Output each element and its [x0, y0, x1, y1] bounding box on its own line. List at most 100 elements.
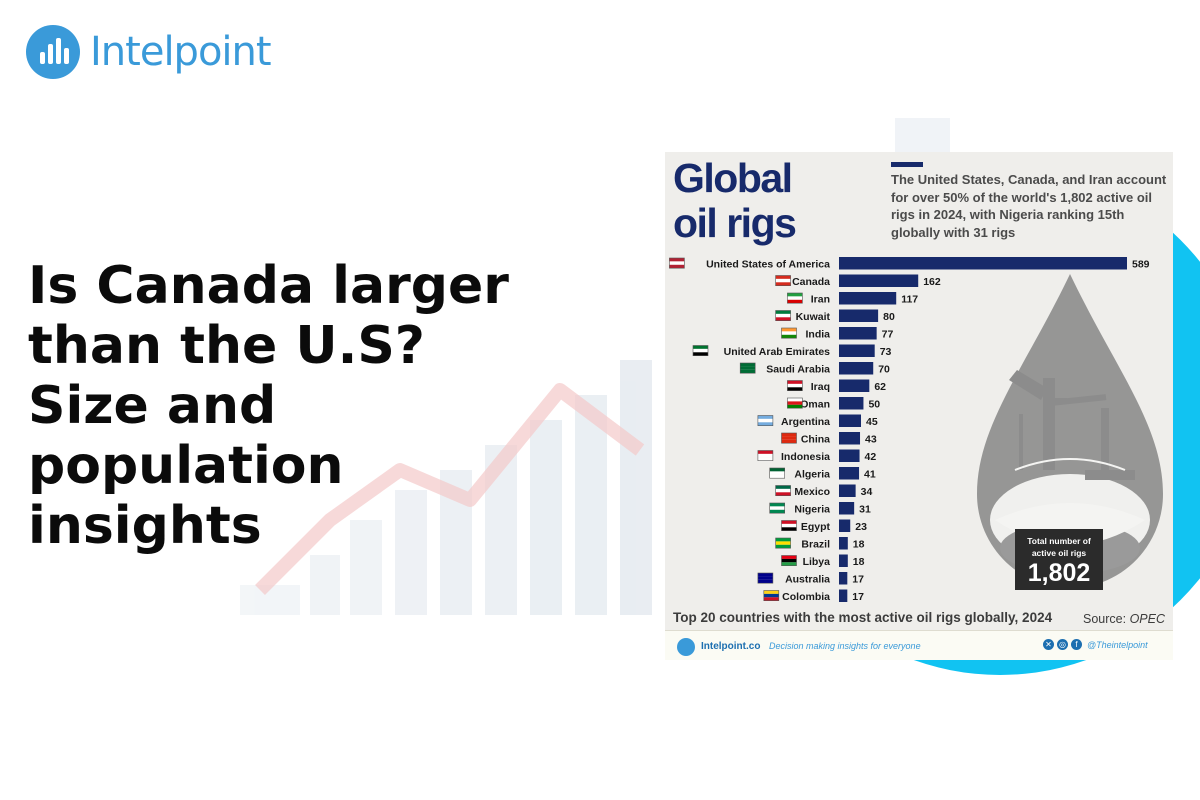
- value-label: 73: [880, 346, 892, 358]
- category-label: United Arab Emirates: [724, 346, 831, 358]
- iraq-flag-icon: [787, 380, 803, 391]
- headline-line: Size and: [28, 376, 277, 436]
- category-label: Oman: [800, 398, 830, 410]
- china-flag-icon: [781, 432, 797, 444]
- value-label: 43: [865, 433, 877, 445]
- category-label: Argentina: [781, 416, 830, 428]
- bar-chart: United States of America 589 Canada 162 Iran…: [669, 257, 1163, 603]
- australia-flag-icon: [757, 572, 774, 584]
- bar: [839, 537, 848, 550]
- egypt-flag-icon: [781, 520, 797, 531]
- category-label: Indonesia: [781, 451, 830, 463]
- footer-tagline: Decision making insights for everyone: [769, 641, 921, 651]
- algeria-flag-icon: [769, 467, 785, 479]
- category-label: Mexico: [794, 486, 830, 498]
- value-label: 18: [853, 556, 865, 568]
- bar: [839, 362, 874, 375]
- bar: [839, 414, 862, 427]
- category-label: India: [805, 328, 830, 340]
- bar: [839, 502, 855, 515]
- social-handle[interactable]: @Theintelpoint: [1087, 639, 1148, 650]
- brand-name: Intelpoint: [90, 29, 272, 75]
- value-label: 77: [882, 328, 894, 340]
- value-label: 34: [861, 486, 873, 498]
- value-label: 42: [865, 451, 877, 463]
- oman-flag-icon: [787, 397, 803, 409]
- value-label: 162: [923, 276, 941, 288]
- nigeria-flag-icon: [769, 502, 785, 514]
- value-label: 589: [1132, 258, 1150, 270]
- value-label: 80: [883, 311, 895, 323]
- category-label: Australia: [785, 573, 830, 585]
- bar-series: United States of America 589 Canada 162 Iran…: [669, 257, 1150, 603]
- canada-flag-icon: [775, 275, 791, 286]
- category-label: Colombia: [782, 591, 830, 603]
- bar-chart-icon: [26, 25, 80, 79]
- mexico-flag-icon: [775, 485, 791, 496]
- infographic-footer: Intelpoint.co Decision making insights f…: [665, 630, 1173, 660]
- headline-line: than the U.S?: [28, 316, 425, 376]
- category-label: Brazil: [801, 538, 830, 550]
- category-label: Saudi Arabia: [766, 363, 830, 375]
- kuwait-flag-icon: [775, 310, 791, 321]
- bar: [839, 572, 848, 585]
- source-name: OPEC: [1129, 612, 1165, 626]
- value-label: 17: [852, 573, 864, 585]
- uae-flag-icon: [692, 345, 709, 356]
- bar: [839, 274, 919, 287]
- bar: [839, 484, 856, 497]
- total-value: 1,802: [1027, 559, 1091, 587]
- bar-chart-icon: [677, 638, 695, 656]
- instagram-icon[interactable]: ◎: [1057, 639, 1068, 650]
- chart-footnote: Top 20 countries with the most active oi…: [673, 610, 1053, 625]
- category-label: Iran: [811, 293, 830, 305]
- value-label: 62: [874, 381, 886, 393]
- footer-site-link[interactable]: Intelpoint.co: [701, 641, 761, 652]
- iran-flag-icon: [787, 292, 803, 304]
- value-label: 31: [859, 503, 871, 515]
- colombia-flag-icon: [763, 590, 780, 601]
- accent-bar: [891, 162, 923, 167]
- source-prefix: Source:: [1083, 612, 1130, 626]
- bar: [839, 589, 848, 602]
- bar: [839, 292, 897, 305]
- infographic-subtitle: The United States, Canada, and Iran acco…: [891, 172, 1167, 240]
- value-label: 50: [868, 398, 880, 410]
- category-label: China: [801, 433, 830, 445]
- category-label: Egypt: [801, 521, 831, 533]
- libya-flag-icon: [781, 555, 797, 566]
- value-label: 17: [852, 591, 864, 603]
- category-label: Iraq: [811, 381, 830, 393]
- total-label: Total number of active oil rigs: [1027, 536, 1091, 558]
- title-line: Global: [673, 155, 793, 201]
- headline-line: Is Canada larger: [28, 256, 509, 316]
- infographic-title: Global oil rigs: [673, 155, 797, 246]
- bar: [839, 257, 1127, 270]
- bar: [839, 379, 870, 392]
- headline: Is Canada larger than the U.S? Size and …: [28, 256, 588, 556]
- social-links: ✕ ◎ f @Theintelpoint: [1043, 639, 1148, 650]
- saudi-arabia-flag-icon: [739, 362, 756, 374]
- category-label: Canada: [792, 276, 830, 288]
- category-label: Nigeria: [794, 503, 830, 515]
- bar: [839, 397, 864, 410]
- value-label: 45: [866, 416, 878, 428]
- x-icon[interactable]: ✕: [1043, 639, 1054, 650]
- category-label: Kuwait: [796, 311, 831, 323]
- argentina-flag-icon: [757, 415, 774, 426]
- facebook-icon[interactable]: f: [1071, 639, 1082, 650]
- bar: [839, 327, 877, 340]
- bar: [839, 519, 851, 532]
- brazil-flag-icon: [775, 537, 791, 549]
- bar: [839, 554, 848, 567]
- category-label: United States of America: [706, 258, 830, 270]
- value-label: 70: [878, 363, 890, 375]
- value-label: 23: [855, 521, 867, 533]
- category-label: Libya: [803, 556, 831, 568]
- bar: [839, 432, 861, 445]
- headline-line: population: [28, 436, 344, 496]
- usa-flag-icon: [669, 257, 685, 269]
- value-label: 117: [901, 293, 918, 305]
- bar: [839, 449, 860, 462]
- infographic-card: Global oil rigs The United States, Canad…: [665, 152, 1173, 660]
